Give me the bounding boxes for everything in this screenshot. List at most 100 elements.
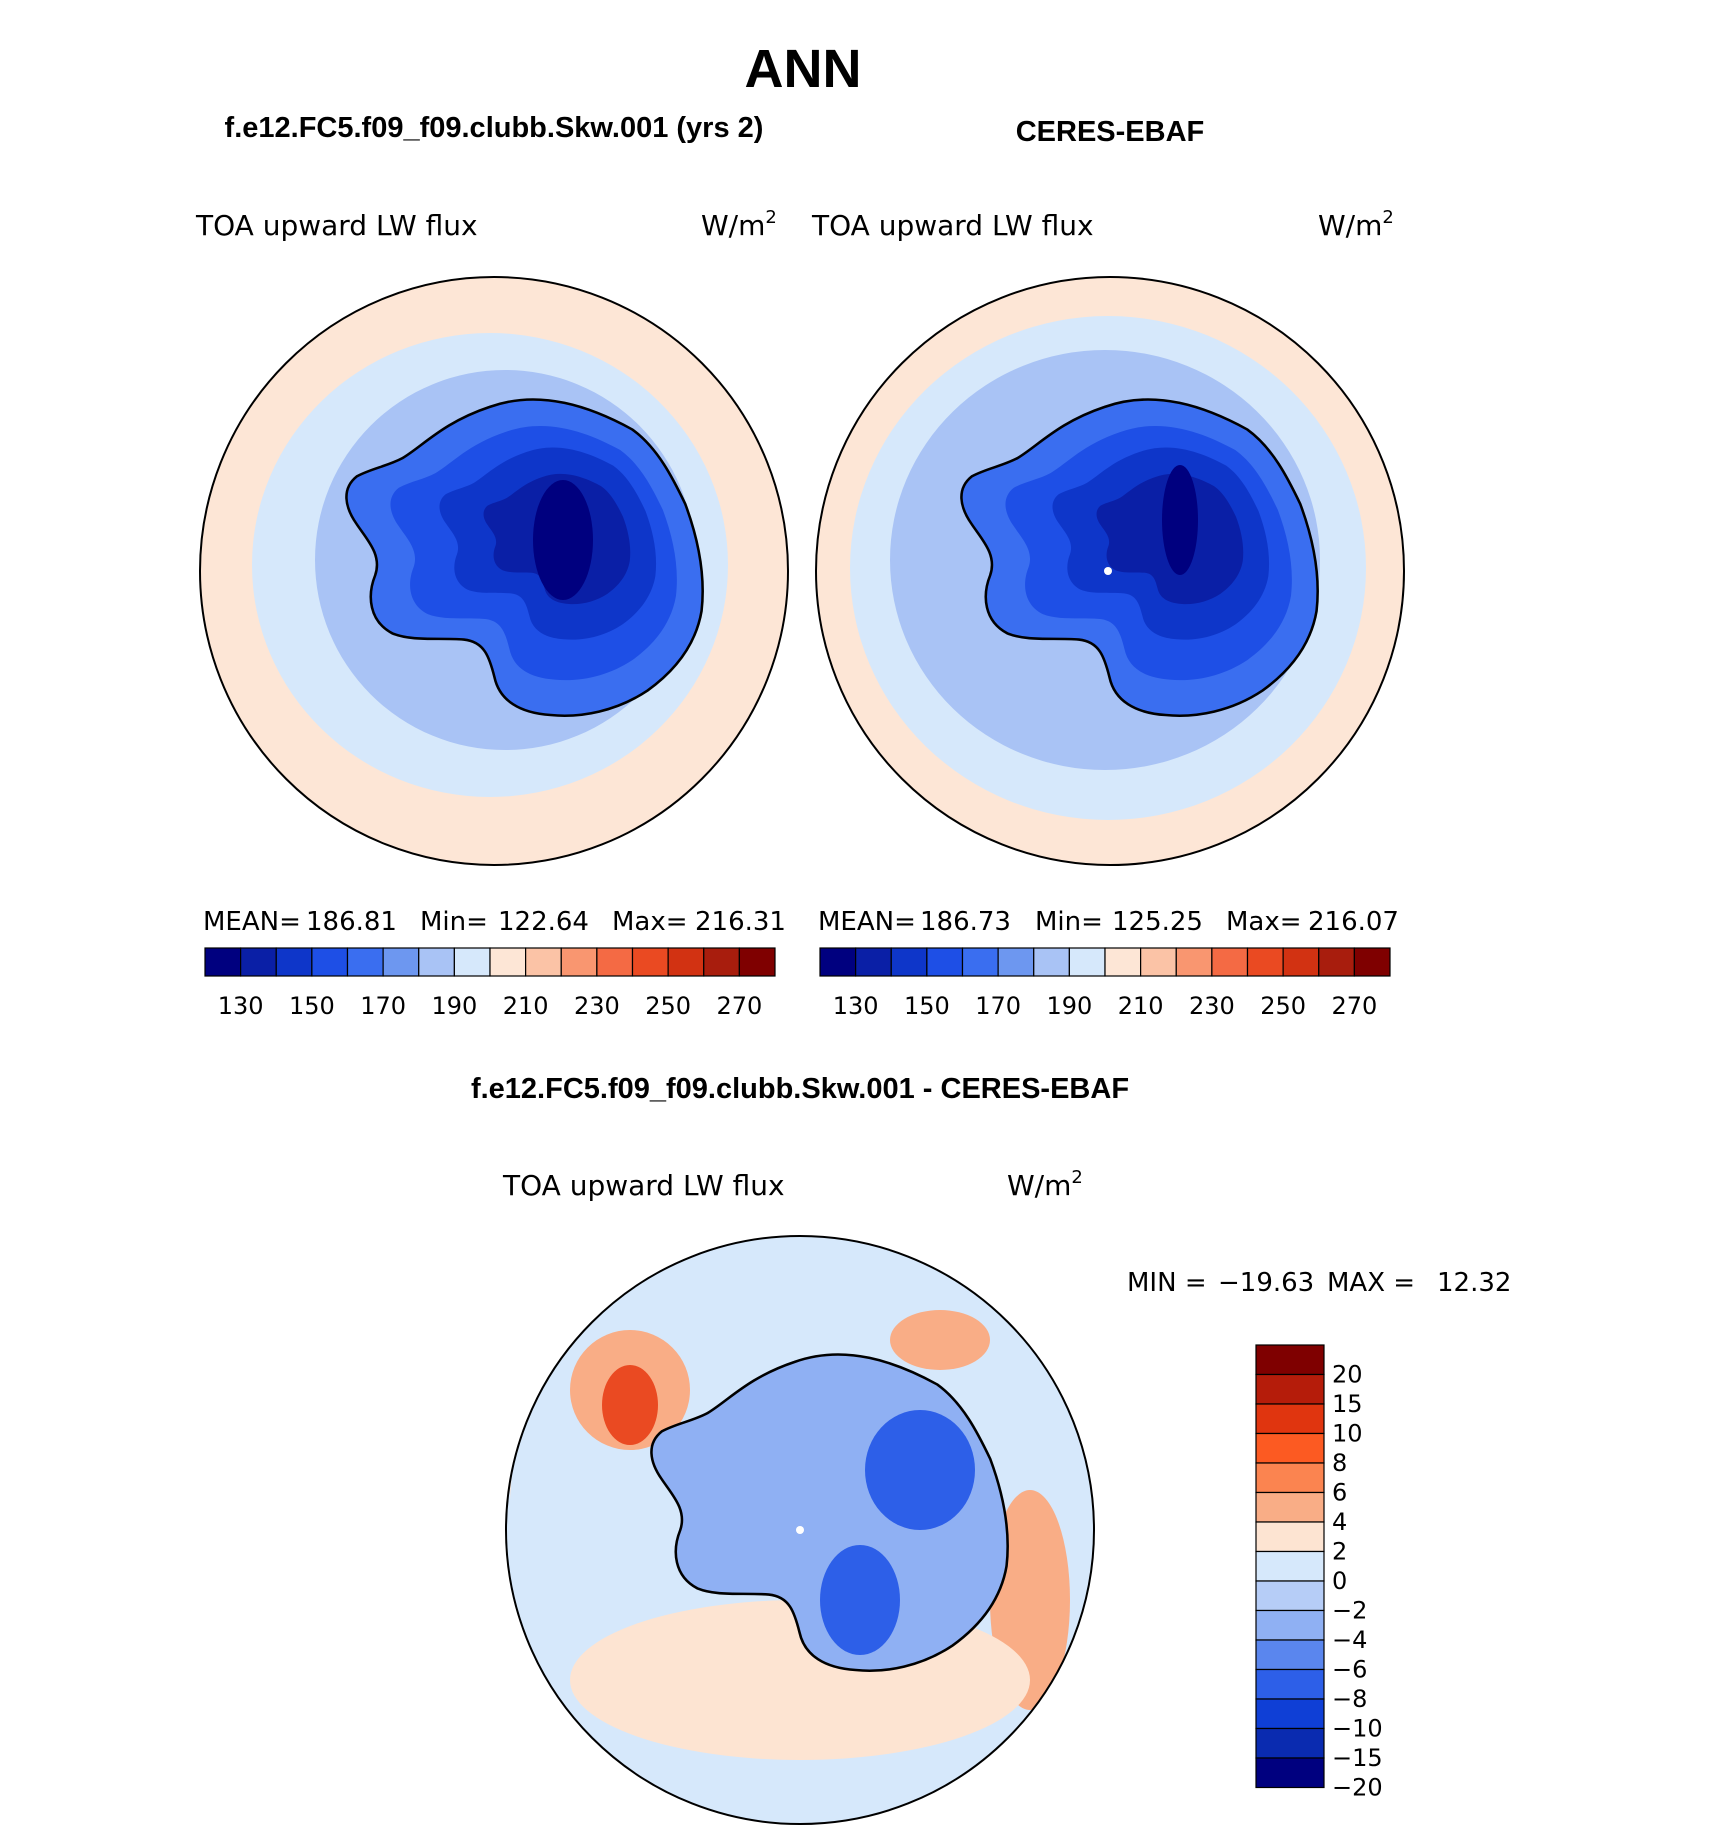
model-min-label: Min= xyxy=(420,907,488,937)
model-colorbar-box xyxy=(703,947,740,977)
obs-colorbar-tick-label: 170 xyxy=(975,992,1021,1020)
obs-min-value: 125.25 xyxy=(1112,907,1203,937)
model-units-label: W/m2 xyxy=(701,207,777,242)
model-colorbar-tick-label: 130 xyxy=(218,992,264,1020)
obs-panel-heading: CERES-EBAF xyxy=(1016,116,1205,148)
obs-colorbar-box xyxy=(1068,947,1106,977)
model-map-border xyxy=(199,276,789,866)
difference-variable-label: TOA upward LW flux xyxy=(502,1169,785,1202)
obs-colorbar-tick-label: 130 xyxy=(833,992,879,1020)
diff-colorbar-tick-label: 6 xyxy=(1332,1479,1347,1507)
model-mean-value: 186.81 xyxy=(306,907,397,937)
diff-colorbar-tick-label: −2 xyxy=(1332,1597,1367,1625)
obs-stats: MEAN= 186.73 Min= 125.25 Max= 216.07 xyxy=(818,907,1399,937)
diff-map-border xyxy=(505,1235,1095,1825)
diff-colorbar-box xyxy=(1255,1609,1325,1641)
diff-colorbar-tick-label: 10 xyxy=(1332,1420,1363,1448)
obs-map-border xyxy=(815,276,1405,866)
model-stats: MEAN= 186.81 Min= 122.64 Max= 216.31 xyxy=(203,907,786,937)
obs-pole-marker xyxy=(1104,567,1112,575)
diff-min-value: −19.63 xyxy=(1218,1268,1314,1298)
model-colorbar-tick-label: 210 xyxy=(503,992,549,1020)
obs-colorbar-box xyxy=(1104,947,1142,977)
obs-colorbar-box xyxy=(1318,947,1355,977)
obs-colorbar-box xyxy=(1353,947,1391,977)
model-colorbar-tick-label: 270 xyxy=(716,992,762,1020)
diff-colorbar-tick-label: 4 xyxy=(1332,1508,1347,1536)
diff-pole-marker xyxy=(796,1526,804,1534)
model-colorbar-tick-label: 230 xyxy=(574,992,620,1020)
model-colorbar-tick-label: 170 xyxy=(360,992,406,1020)
diff-colorbar-tick-label: 15 xyxy=(1332,1390,1363,1418)
diff-colorbar-box xyxy=(1255,1491,1325,1523)
model-colorbar-box xyxy=(204,947,242,977)
obs-colorbar-box xyxy=(890,947,928,977)
obs-colorbar-tick-label: 230 xyxy=(1189,992,1235,1020)
diff-colorbar-tick-label: −10 xyxy=(1332,1715,1383,1743)
model-variable-label: TOA upward LW flux xyxy=(195,209,478,242)
obs-colorbar-tick-label: 250 xyxy=(1260,992,1306,1020)
obs-units-label: W/m2 xyxy=(1318,207,1394,242)
model-mean-label: MEAN= xyxy=(203,907,301,937)
obs-colorbar-box xyxy=(1246,947,1284,977)
model-colorbar-box xyxy=(346,947,384,977)
diff-colorbar-box xyxy=(1255,1698,1325,1730)
obs-mean-label: MEAN= xyxy=(818,907,916,937)
diff-colorbar-tick-label: 20 xyxy=(1332,1361,1363,1389)
obs-colorbar-box xyxy=(819,947,857,977)
model-colorbar-box xyxy=(453,947,491,977)
obs-colorbar-box xyxy=(926,947,964,977)
model-panel-heading: f.e12.FC5.f09_f09.clubb.Skw.001 (yrs 2) xyxy=(225,112,764,144)
diff-colorbar-tick-label: −20 xyxy=(1332,1774,1383,1802)
diff-colorbar-box xyxy=(1255,1639,1325,1671)
obs-colorbar-box xyxy=(997,947,1035,977)
obs-mean-value: 186.73 xyxy=(920,907,1011,937)
diff-colorbar-tick-label: −8 xyxy=(1332,1685,1367,1713)
obs-max-label: Max= xyxy=(1226,907,1302,937)
obs-min-label: Min= xyxy=(1035,907,1103,937)
diff-colorbar-box xyxy=(1255,1668,1325,1700)
diff-colorbar-box xyxy=(1255,1580,1325,1612)
model-colorbar-tick-label: 150 xyxy=(289,992,335,1020)
diff-colorbar-tick-label: −6 xyxy=(1332,1656,1367,1684)
obs-polar-map xyxy=(815,276,1405,866)
diff-colorbar-tick-label: −4 xyxy=(1332,1626,1367,1654)
diff-colorbar-tick-label: −15 xyxy=(1332,1744,1383,1772)
model-colorbar-box xyxy=(667,947,705,977)
model-colorbar-box xyxy=(631,947,669,977)
obs-colorbar: 130 150 170 190 210 230 250 270 xyxy=(819,947,1391,1020)
diff-land-strong-south xyxy=(820,1545,900,1655)
model-min-value: 122.64 xyxy=(498,907,589,937)
obs-variable-label: TOA upward LW flux xyxy=(811,209,1094,242)
diff-colorbar-box xyxy=(1255,1550,1325,1582)
model-colorbar-box xyxy=(596,947,634,977)
diff-colorbar-box xyxy=(1255,1757,1325,1789)
model-land-deep xyxy=(533,480,593,600)
model-colorbar-box xyxy=(525,947,562,977)
obs-colorbar-box xyxy=(1282,947,1320,977)
diff-colorbar-box xyxy=(1255,1373,1325,1405)
diff-colorbar-tick-label: 0 xyxy=(1332,1567,1347,1595)
model-colorbar-tick-label: 250 xyxy=(645,992,691,1020)
model-colorbar-box xyxy=(275,947,313,977)
diff-min-label: MIN = xyxy=(1127,1268,1207,1298)
obs-colorbar-tick-label: 150 xyxy=(904,992,950,1020)
diff-northeast-positive xyxy=(890,1310,990,1370)
obs-colorbar-tick-label: 270 xyxy=(1331,992,1377,1020)
diff-max-value: 12.32 xyxy=(1437,1268,1511,1298)
obs-colorbar-tick-label: 210 xyxy=(1118,992,1164,1020)
diff-colorbar-tick-label: 8 xyxy=(1332,1449,1347,1477)
diff-colorbar-box xyxy=(1255,1462,1325,1494)
model-colorbar-box xyxy=(738,947,776,977)
obs-colorbar-box xyxy=(1033,947,1070,977)
difference-minmax: MIN = −19.63 MAX = 12.32 xyxy=(1127,1268,1511,1298)
model-colorbar-tick-label: 190 xyxy=(431,992,477,1020)
obs-colorbar-tick-label: 190 xyxy=(1046,992,1092,1020)
diff-positive-strong-patch xyxy=(602,1365,658,1445)
obs-colorbar-box xyxy=(855,947,892,977)
difference-units-label: W/m2 xyxy=(1007,1167,1083,1202)
diff-colorbar-tick-label: 2 xyxy=(1332,1538,1347,1566)
model-polar-map xyxy=(199,276,789,866)
